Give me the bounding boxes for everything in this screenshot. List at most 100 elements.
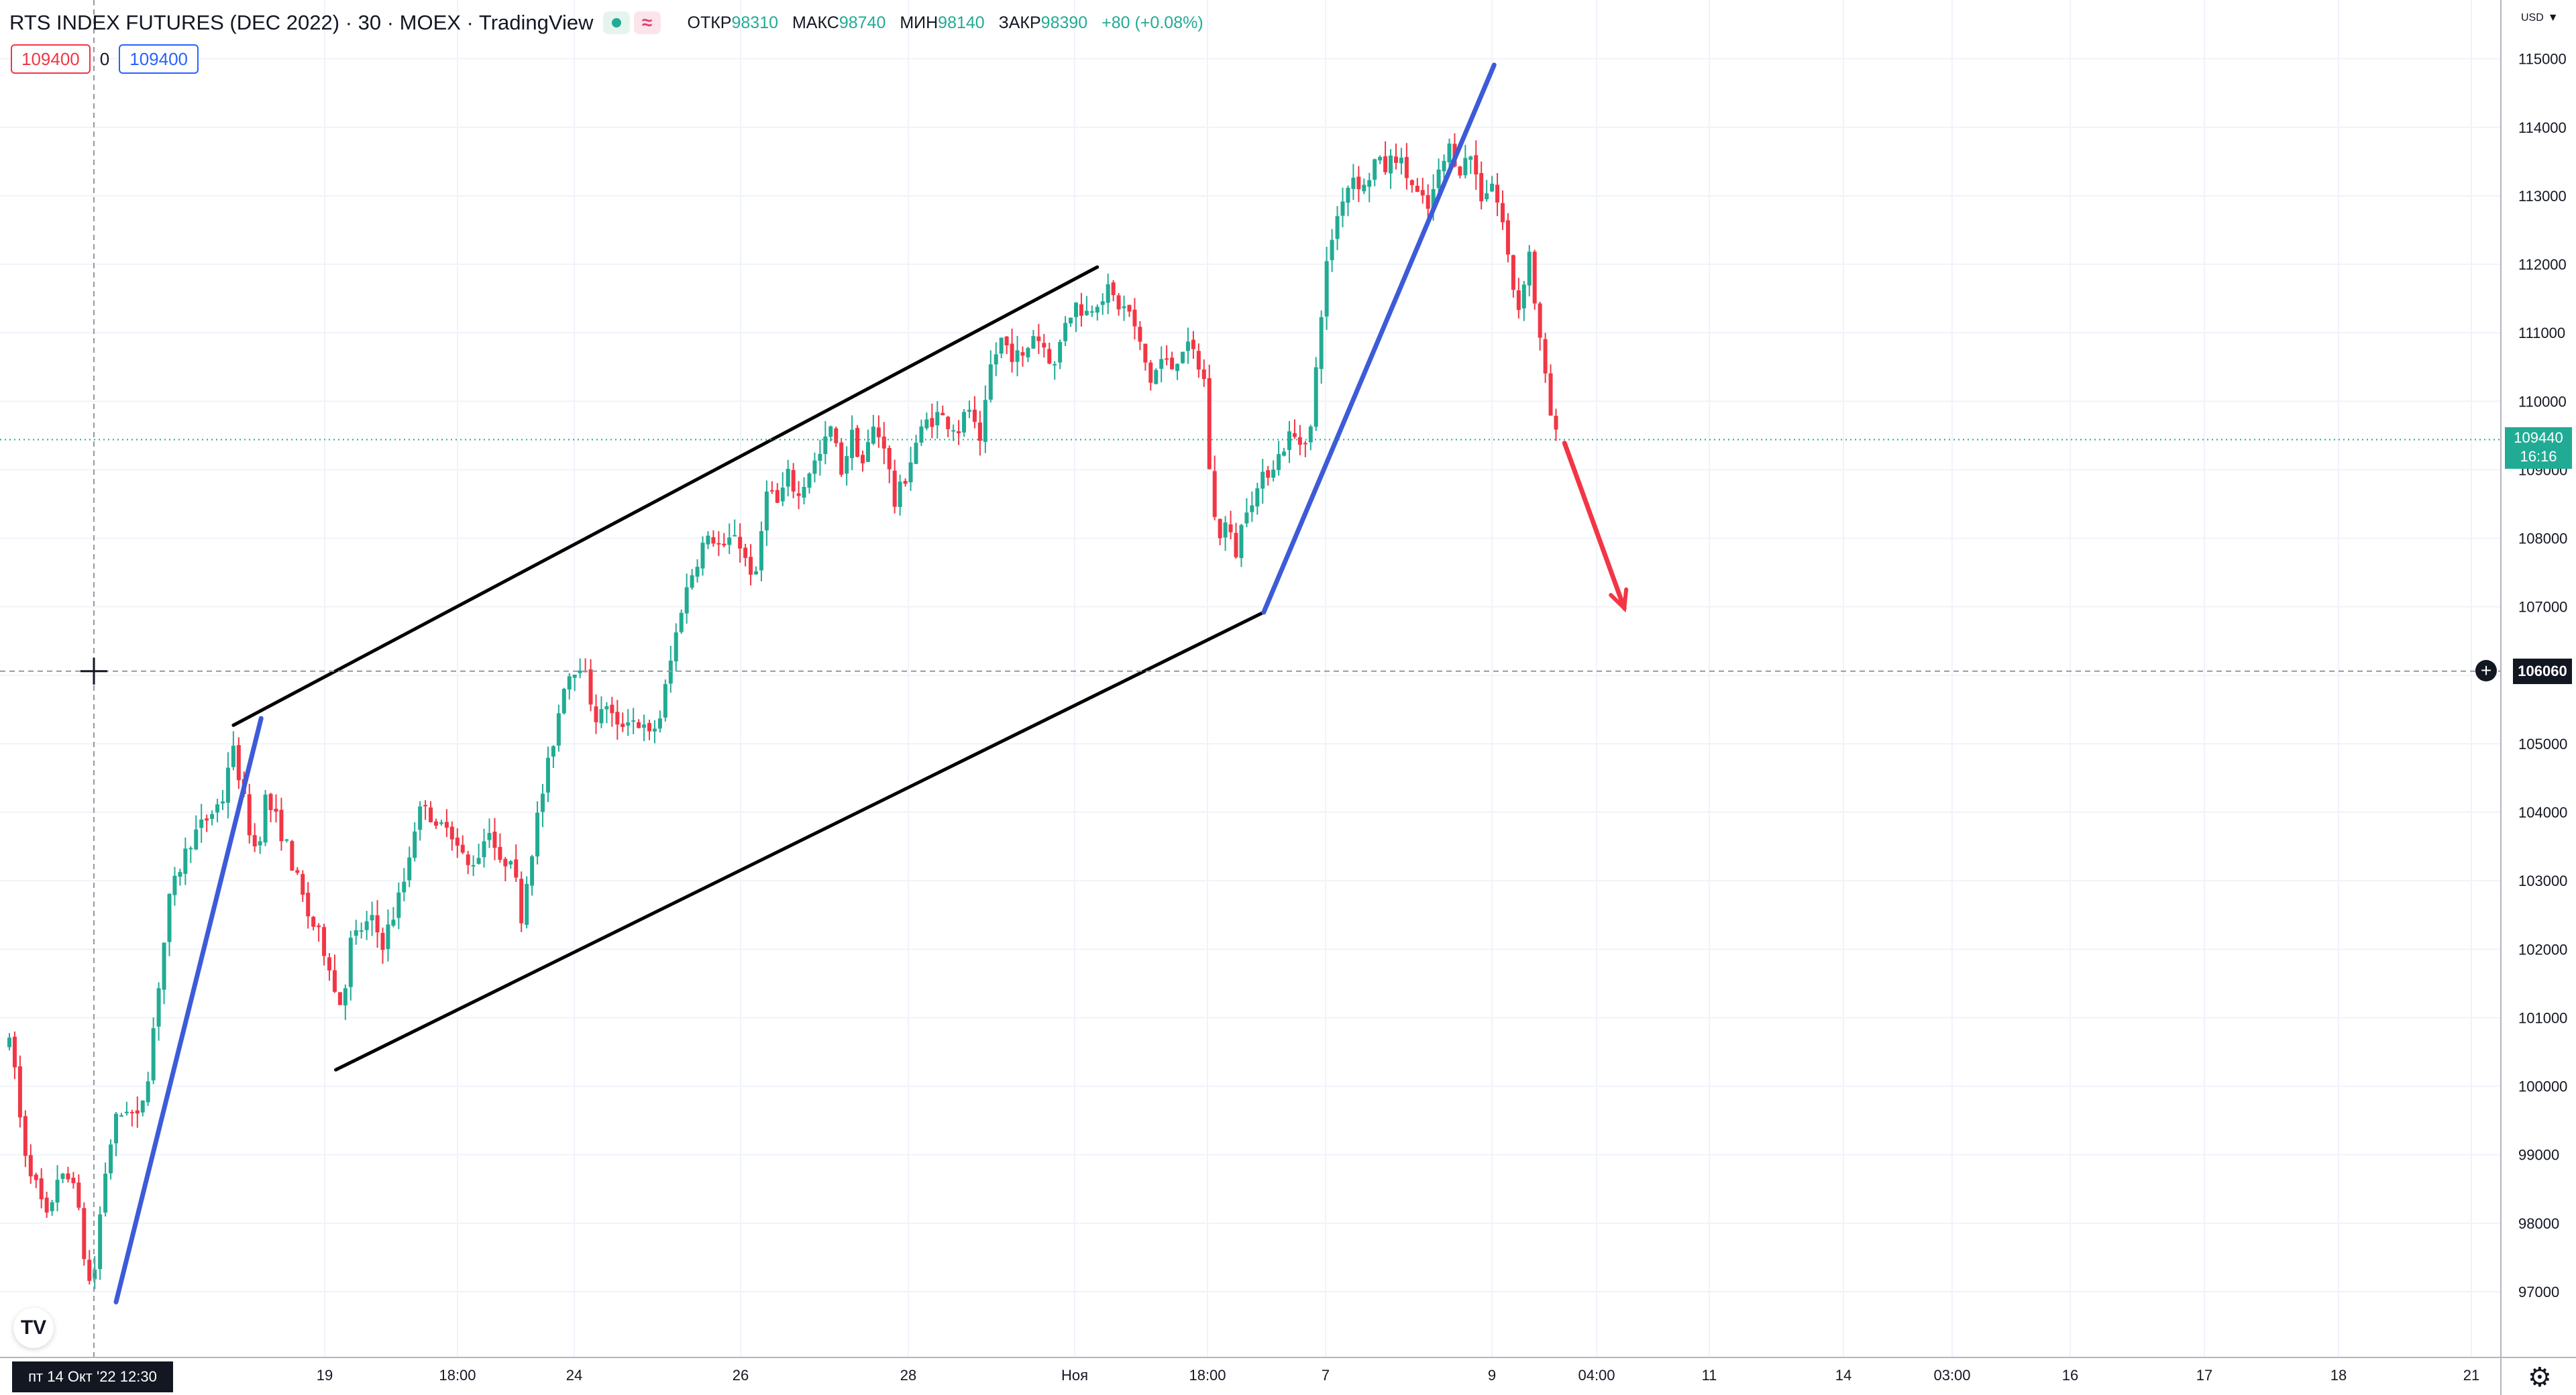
candle xyxy=(1159,346,1164,383)
candle xyxy=(327,952,331,981)
candle xyxy=(1308,425,1313,451)
candle xyxy=(66,1166,70,1183)
indicator-row: 109400 0 109400 xyxy=(11,44,199,74)
candle xyxy=(642,714,647,742)
candle xyxy=(924,412,929,431)
y-tick-label: 108000 xyxy=(2518,531,2567,547)
gear-icon[interactable]: ⚙ xyxy=(2528,1363,2552,1392)
candles xyxy=(7,133,1558,1290)
candle xyxy=(711,530,716,547)
y-tick-label: 104000 xyxy=(2518,804,2567,821)
candle xyxy=(50,1199,54,1216)
candle xyxy=(823,421,828,465)
candle xyxy=(1303,441,1307,457)
candle xyxy=(967,400,971,418)
candle xyxy=(1250,491,1254,522)
candle xyxy=(1089,305,1094,317)
candle xyxy=(114,1112,118,1156)
candle xyxy=(146,1071,150,1106)
candle xyxy=(1505,213,1510,263)
candle xyxy=(1031,329,1036,349)
candle xyxy=(1015,335,1020,377)
candle xyxy=(631,708,636,734)
candle xyxy=(1154,368,1159,385)
candle xyxy=(668,645,673,693)
candle xyxy=(657,710,662,733)
candle xyxy=(503,856,508,882)
candle xyxy=(391,907,396,928)
candle xyxy=(1426,184,1430,222)
candle xyxy=(588,659,593,712)
candle xyxy=(1266,465,1271,486)
candle xyxy=(455,828,460,858)
candle xyxy=(194,815,199,850)
market-status-icon[interactable] xyxy=(602,11,630,34)
candle xyxy=(231,731,235,771)
y-tick-label: 107000 xyxy=(2518,599,2567,616)
candle xyxy=(82,1202,87,1266)
candle xyxy=(898,474,902,516)
y-tick-label: 113000 xyxy=(2518,188,2567,205)
candle xyxy=(903,478,908,487)
channel-line xyxy=(231,265,1099,727)
tradingview-logo-icon[interactable]: TV xyxy=(13,1308,54,1348)
candle xyxy=(690,569,694,590)
candle xyxy=(189,846,193,863)
x-tick-label: 03:00 xyxy=(1933,1367,1970,1384)
candle xyxy=(1069,317,1073,327)
candle xyxy=(1409,179,1414,193)
candle xyxy=(1287,421,1291,463)
candle xyxy=(1554,408,1558,441)
y-tick-label: 99000 xyxy=(2518,1147,2559,1164)
candle xyxy=(476,844,481,865)
candle xyxy=(679,609,684,634)
y-tick-label: 110000 xyxy=(2518,393,2567,410)
candle xyxy=(706,531,710,549)
y-tick-label: 97000 xyxy=(2518,1284,2559,1300)
candle xyxy=(769,481,774,494)
candle xyxy=(156,982,161,1041)
candle xyxy=(695,559,700,583)
candle xyxy=(482,828,486,868)
candle xyxy=(221,790,225,810)
candle xyxy=(135,1096,140,1128)
candle xyxy=(1212,455,1217,520)
drawings xyxy=(0,0,2501,1357)
candle xyxy=(759,521,763,581)
candle xyxy=(268,792,273,823)
candle xyxy=(34,1172,38,1188)
candle xyxy=(1313,357,1318,431)
currency-selector[interactable]: USD ▼ xyxy=(2517,7,2559,25)
candle xyxy=(855,425,860,458)
y-tick-label: 112000 xyxy=(2518,256,2567,273)
candle xyxy=(1495,173,1500,217)
candle xyxy=(1399,148,1403,175)
candle xyxy=(876,415,881,448)
candle xyxy=(183,837,188,885)
candle xyxy=(1260,459,1265,504)
candle xyxy=(1074,302,1078,332)
candle xyxy=(290,840,294,871)
candle xyxy=(881,422,886,465)
ask-price-box[interactable]: 109400 xyxy=(119,44,199,74)
candle xyxy=(1218,518,1222,545)
symbol-title[interactable]: RTS INDEX FUTURES (DEC 2022) · 30 · MOEX… xyxy=(9,11,594,34)
x-tick-label: 28 xyxy=(900,1367,916,1384)
trend-line xyxy=(1261,62,1497,615)
candle xyxy=(1234,522,1238,559)
candle xyxy=(380,927,385,964)
candle xyxy=(545,746,550,802)
candle xyxy=(28,1144,33,1184)
candle xyxy=(525,876,529,929)
candle xyxy=(1196,343,1201,378)
bid-price-box[interactable]: 109400 xyxy=(11,44,91,74)
candle xyxy=(1340,187,1345,227)
approx-icon[interactable]: ≈ xyxy=(633,11,661,34)
candle xyxy=(700,536,705,576)
add-alert-icon[interactable]: + xyxy=(2475,660,2497,681)
candle xyxy=(578,658,582,679)
candle xyxy=(359,922,364,939)
candle xyxy=(1474,140,1479,190)
candle xyxy=(396,882,401,930)
